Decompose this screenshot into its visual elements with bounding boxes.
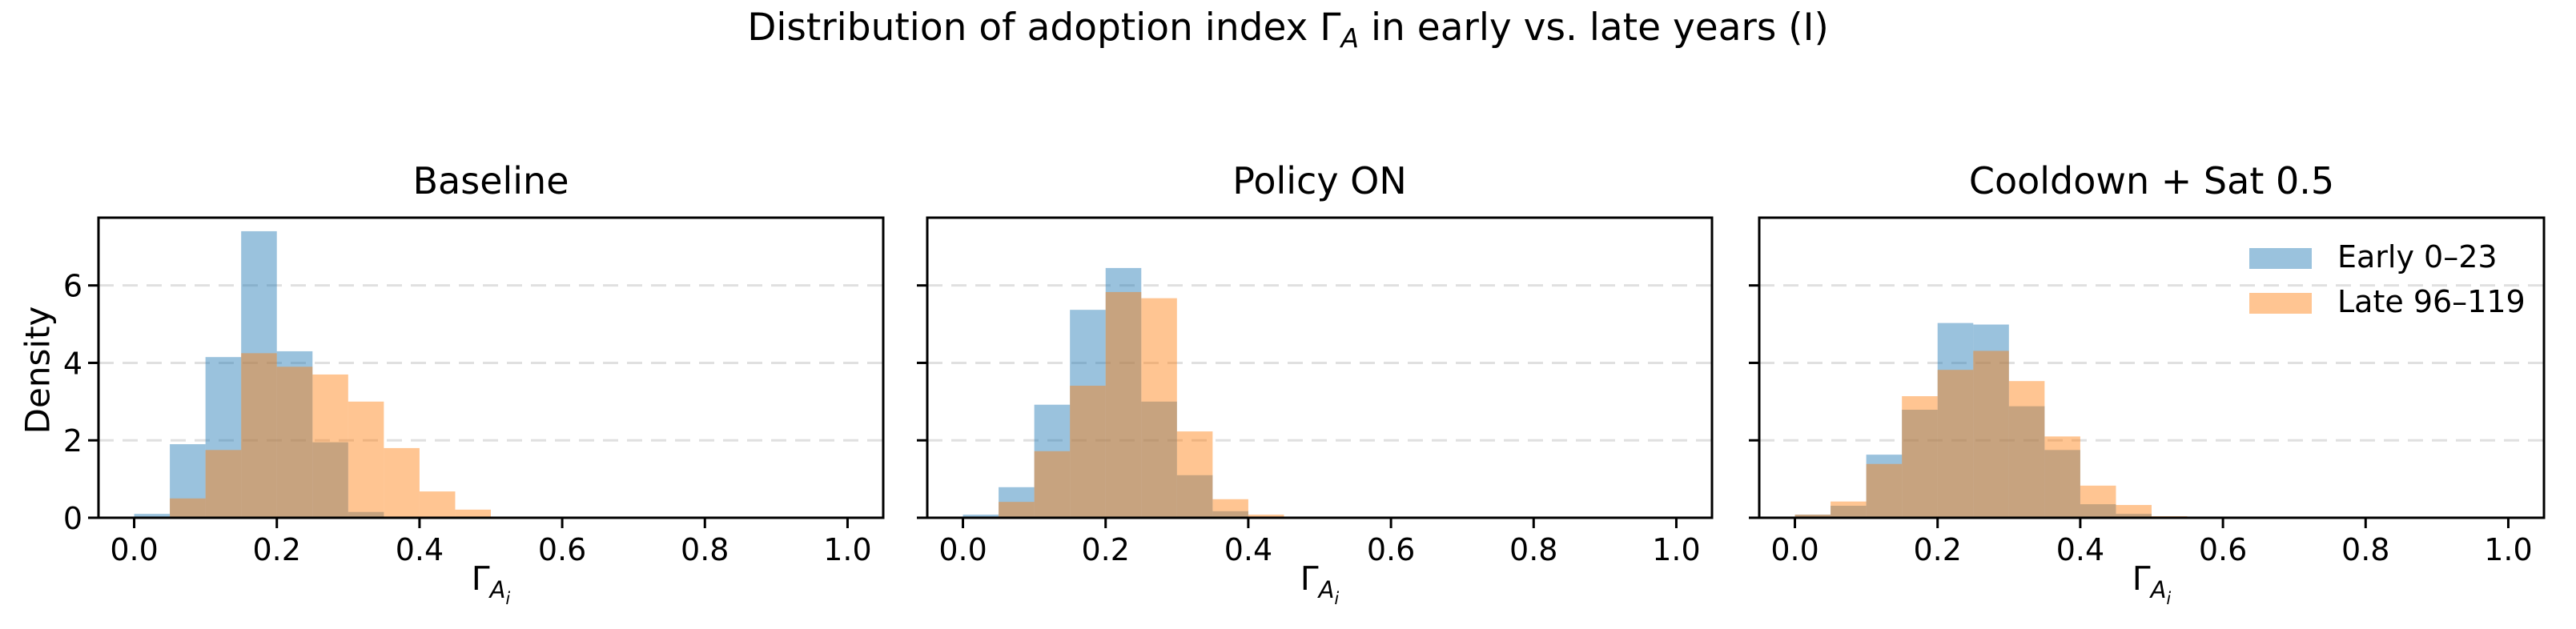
x-axis-ticks: 0.0 0.2 0.4 0.6 0.8 1.0 bbox=[110, 518, 872, 567]
x-axis-label: ΓAi bbox=[98, 559, 883, 608]
legend-label: Early 0–23 bbox=[2337, 239, 2498, 274]
legend: Early 0–23 Late 96–119 bbox=[2249, 239, 2526, 319]
x-tick-label: 0.4 bbox=[2056, 532, 2104, 567]
x-tick-label: 1.0 bbox=[2484, 532, 2532, 567]
x-axis-ticks: 0.0 0.2 0.4 0.6 0.8 1.0 bbox=[1770, 518, 2533, 567]
x-label-subscript: A bbox=[2150, 576, 2167, 603]
bars-late bbox=[1794, 351, 2188, 518]
legend-swatch-early bbox=[2249, 248, 2312, 269]
legend-label: Late 96–119 bbox=[2337, 284, 2526, 319]
axes-spines bbox=[1758, 216, 2546, 519]
subplot-title-baseline: Baseline bbox=[412, 159, 569, 202]
bars-early bbox=[962, 267, 1248, 518]
x-tick-label: 0.2 bbox=[253, 532, 301, 567]
subplot-baseline-canvas: 0.0 0.2 0.4 0.6 0.8 1.0 0 2 4 6 bbox=[63, 216, 885, 567]
x-tick-label: 0.2 bbox=[1082, 532, 1130, 567]
x-tick-label: 0.6 bbox=[2199, 532, 2247, 567]
x-label-subscript: A bbox=[489, 576, 506, 603]
legend-swatch-late bbox=[2249, 293, 2312, 314]
gamma-symbol: Γ bbox=[1320, 6, 1341, 50]
x-tick-label: 1.0 bbox=[1652, 532, 1700, 567]
gamma-subscript: A bbox=[1340, 22, 1360, 54]
bars-early bbox=[134, 230, 384, 518]
figure-title-text: Distribution of adoption index bbox=[747, 6, 1320, 50]
figure-title: Distribution of adoption index ΓA in ear… bbox=[0, 6, 2576, 54]
y-tick-label: 6 bbox=[63, 269, 82, 304]
plot-background bbox=[927, 218, 1712, 518]
subplot-cooldown-canvas: 0.0 0.2 0.4 0.6 0.8 1.0 Early 0–23 Late 96–119 bbox=[1749, 216, 2546, 567]
gridlines bbox=[1759, 284, 2544, 442]
gamma-symbol: Γ bbox=[471, 559, 490, 598]
x-tick-label: 0.0 bbox=[110, 532, 158, 567]
x-axis-label: ΓAi bbox=[927, 559, 1712, 608]
gridlines bbox=[927, 284, 1712, 442]
y-axis-ticks: 0 2 4 6 bbox=[63, 269, 98, 536]
bars-late bbox=[170, 353, 491, 518]
x-label-subsubscript: i bbox=[505, 589, 511, 608]
bars-late bbox=[999, 291, 1284, 518]
gamma-symbol: Γ bbox=[2132, 559, 2151, 598]
x-tick-label: 0.8 bbox=[681, 532, 729, 567]
subplot-policy-on-canvas: 0.0 0.2 0.4 0.6 0.8 1.0 bbox=[917, 216, 1714, 567]
x-tick-label: 0.6 bbox=[1367, 532, 1415, 567]
subplot-title-cooldown: Cooldown + Sat 0.5 bbox=[1968, 159, 2335, 202]
x-tick-label: 0.4 bbox=[396, 532, 444, 567]
x-tick-label: 0.0 bbox=[1770, 532, 1818, 567]
y-tick-label: 2 bbox=[63, 423, 82, 459]
gridlines bbox=[98, 284, 883, 442]
subplot-title-policy-on: Policy ON bbox=[1232, 159, 1407, 202]
axes-spines bbox=[926, 216, 1714, 519]
x-tick-label: 0.8 bbox=[1509, 532, 1557, 567]
x-label-subsubscript: i bbox=[1334, 589, 1340, 608]
x-axis-ticks: 0.0 0.2 0.4 0.6 0.8 1.0 bbox=[938, 518, 1701, 567]
x-axis-label: ΓAi bbox=[1759, 559, 2544, 608]
x-label-subscript: A bbox=[1318, 576, 1335, 603]
y-tick-label: 4 bbox=[63, 346, 82, 381]
x-tick-label: 0.2 bbox=[1914, 532, 1962, 567]
axes-spines bbox=[97, 216, 885, 519]
x-tick-label: 0.6 bbox=[538, 532, 586, 567]
x-label-subsubscript: i bbox=[2166, 589, 2172, 608]
x-tick-label: 1.0 bbox=[823, 532, 871, 567]
x-tick-label: 0.0 bbox=[938, 532, 987, 567]
gamma-symbol: Γ bbox=[1300, 559, 1319, 598]
x-tick-label: 0.8 bbox=[2341, 532, 2389, 567]
bars-early bbox=[1794, 323, 2152, 518]
y-axis-ticks bbox=[917, 284, 927, 519]
figure-title-text-post: in early vs. late years (I) bbox=[1359, 6, 1829, 50]
y-axis-ticks bbox=[1749, 284, 1759, 519]
y-tick-label: 0 bbox=[63, 501, 82, 536]
x-tick-label: 0.4 bbox=[1224, 532, 1272, 567]
plot-background bbox=[1759, 218, 2544, 518]
plot-background bbox=[98, 218, 883, 518]
